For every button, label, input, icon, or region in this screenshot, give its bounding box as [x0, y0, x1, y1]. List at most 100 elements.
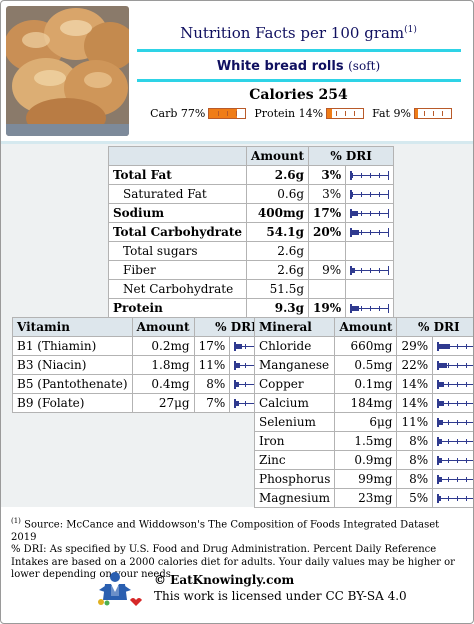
macro-breakdown: Carb 77% Protein 14% Fat 9%	[136, 107, 466, 120]
macro-label: Protein 14%	[254, 107, 324, 120]
table-row: B3 (Niacin) 1.8mg 11%	[12, 355, 279, 375]
column-header: Amount	[131, 317, 195, 337]
nutrient-name: Calcium	[253, 393, 336, 413]
calories-label: Calories 254	[249, 87, 348, 103]
nutrient-name: Total Fat	[107, 165, 248, 185]
food-photo	[6, 6, 129, 136]
nutrient-dri-percent: 8%	[193, 374, 231, 394]
dri-bar-cell	[345, 260, 395, 280]
nutrient-dri-percent: 29%	[396, 336, 434, 356]
nutrient-amount: 0.4mg	[131, 374, 195, 394]
nutrient-amount: 9.3g	[246, 298, 310, 318]
nutrient-amount: 184mg	[334, 393, 398, 413]
dri-bar-cell	[432, 450, 473, 470]
nutrient-amount: 660mg	[334, 336, 398, 356]
dri-bar-cell	[345, 298, 395, 318]
dri-bar-cell	[432, 393, 473, 413]
table-row: Fiber 2.6g 9%	[107, 260, 395, 280]
nutrient-dri-percent: 22%	[396, 355, 434, 375]
macro-label: Carb 77%	[150, 107, 206, 120]
card-header: Nutrition Facts per 100 gram(1) White br…	[1, 1, 473, 141]
mineral-table: Mineral Amount % DRI Chloride 660mg 29% Man…	[253, 317, 473, 508]
nutrient-dri-percent: 20%	[308, 222, 347, 242]
nutrient-amount: 1.8mg	[131, 355, 195, 375]
nutrient-amount: 27μg	[131, 393, 195, 413]
nutrient-amount: 0.1mg	[334, 374, 398, 394]
nutrient-amount: 51.5g	[246, 279, 310, 299]
macro-bar	[326, 108, 365, 119]
nutrient-dri-percent: 7%	[193, 393, 231, 413]
nutrient-dri-percent: 3%	[308, 165, 347, 185]
dri-bar	[437, 380, 473, 389]
dri-bar	[437, 456, 473, 465]
dri-bar-cell	[432, 374, 473, 394]
nutrient-dri-percent: 17%	[193, 336, 231, 356]
table-header-row: Vitamin Amount % DRI	[12, 317, 279, 337]
nutrient-dri-percent: 8%	[396, 469, 434, 489]
nutrient-amount: 54.1g	[246, 222, 310, 242]
dri-bar-cell	[345, 222, 395, 242]
macro-item: Fat 9%	[372, 107, 452, 120]
table-row: B5 (Pantothenate) 0.4mg 8%	[12, 374, 279, 394]
dri-bar-cell	[432, 469, 473, 489]
nutrient-name: B1 (Thiamin)	[12, 336, 133, 356]
dri-bar-cell	[432, 488, 473, 508]
macro-item: Carb 77%	[150, 107, 247, 120]
nutrient-amount: 2.6g	[246, 241, 310, 261]
column-header	[107, 146, 248, 166]
nutrient-dri-percent	[308, 241, 347, 261]
nutrient-amount: 1.5mg	[334, 431, 398, 451]
main-nutrients-table: Amount % DRI Total Fat 2.6g 3% Saturated Fa…	[107, 146, 395, 318]
nutrient-dri-percent: 5%	[396, 488, 434, 508]
dri-bar-cell	[432, 355, 473, 375]
table-row: Chloride 660mg 29%	[253, 336, 473, 356]
nutrient-amount: 0.9mg	[334, 450, 398, 470]
table-header-row: Amount % DRI	[107, 146, 395, 166]
column-header: % DRI	[396, 317, 473, 337]
dri-bar	[350, 266, 390, 275]
nutrient-name: Total Carbohydrate	[107, 222, 248, 242]
column-header: Amount	[334, 317, 398, 337]
nutrient-name: Phosphorus	[253, 469, 336, 489]
dri-bar-cell	[432, 431, 473, 451]
nutrient-dri-percent: 14%	[396, 393, 434, 413]
table-row: Manganese 0.5mg 22%	[253, 355, 473, 375]
macro-bar	[413, 108, 452, 119]
nutrient-name: Fiber	[107, 260, 248, 280]
dri-bar	[350, 209, 390, 218]
nutrient-name: Chloride	[253, 336, 336, 356]
dri-bar	[350, 190, 390, 199]
nutrient-dri-percent	[308, 279, 347, 299]
macro-item: Protein 14%	[254, 107, 365, 120]
nutrient-dri-percent: 3%	[308, 184, 347, 204]
nutrient-dri-percent: 19%	[308, 298, 347, 318]
title-divider-bottom	[137, 79, 461, 82]
nutrient-amount: 0.2mg	[131, 336, 195, 356]
table-row: Total sugars 2.6g	[107, 241, 395, 261]
dri-bar-cell	[345, 165, 395, 185]
nutrient-amount: 400mg	[246, 203, 310, 223]
table-row: Zinc 0.9mg 8%	[253, 450, 473, 470]
nutrient-dri-percent: 9%	[308, 260, 347, 280]
column-header: Amount	[246, 146, 310, 166]
nutrient-amount: 23mg	[334, 488, 398, 508]
dri-bar	[437, 437, 473, 446]
column-header: Vitamin	[12, 317, 133, 337]
header-separator	[1, 141, 473, 144]
nutrient-name: B9 (Folate)	[12, 393, 133, 413]
nutrient-dri-percent: 11%	[396, 412, 434, 432]
table-header-row: Mineral Amount % DRI	[253, 317, 473, 337]
nutrient-name: Copper	[253, 374, 336, 394]
table-row: Phosphorus 99mg 8%	[253, 469, 473, 489]
nutrient-amount: 2.6g	[246, 260, 310, 280]
dri-bar-cell	[345, 203, 395, 223]
dri-bar	[350, 304, 390, 313]
macro-bar	[208, 108, 247, 119]
column-header: Mineral	[253, 317, 336, 337]
nutrient-dri-percent: 14%	[396, 374, 434, 394]
nutrient-name: Manganese	[253, 355, 336, 375]
dri-bar-cell	[345, 279, 395, 299]
eatknowingly-logo-icon	[97, 570, 157, 608]
dri-bar-cell	[432, 336, 473, 356]
